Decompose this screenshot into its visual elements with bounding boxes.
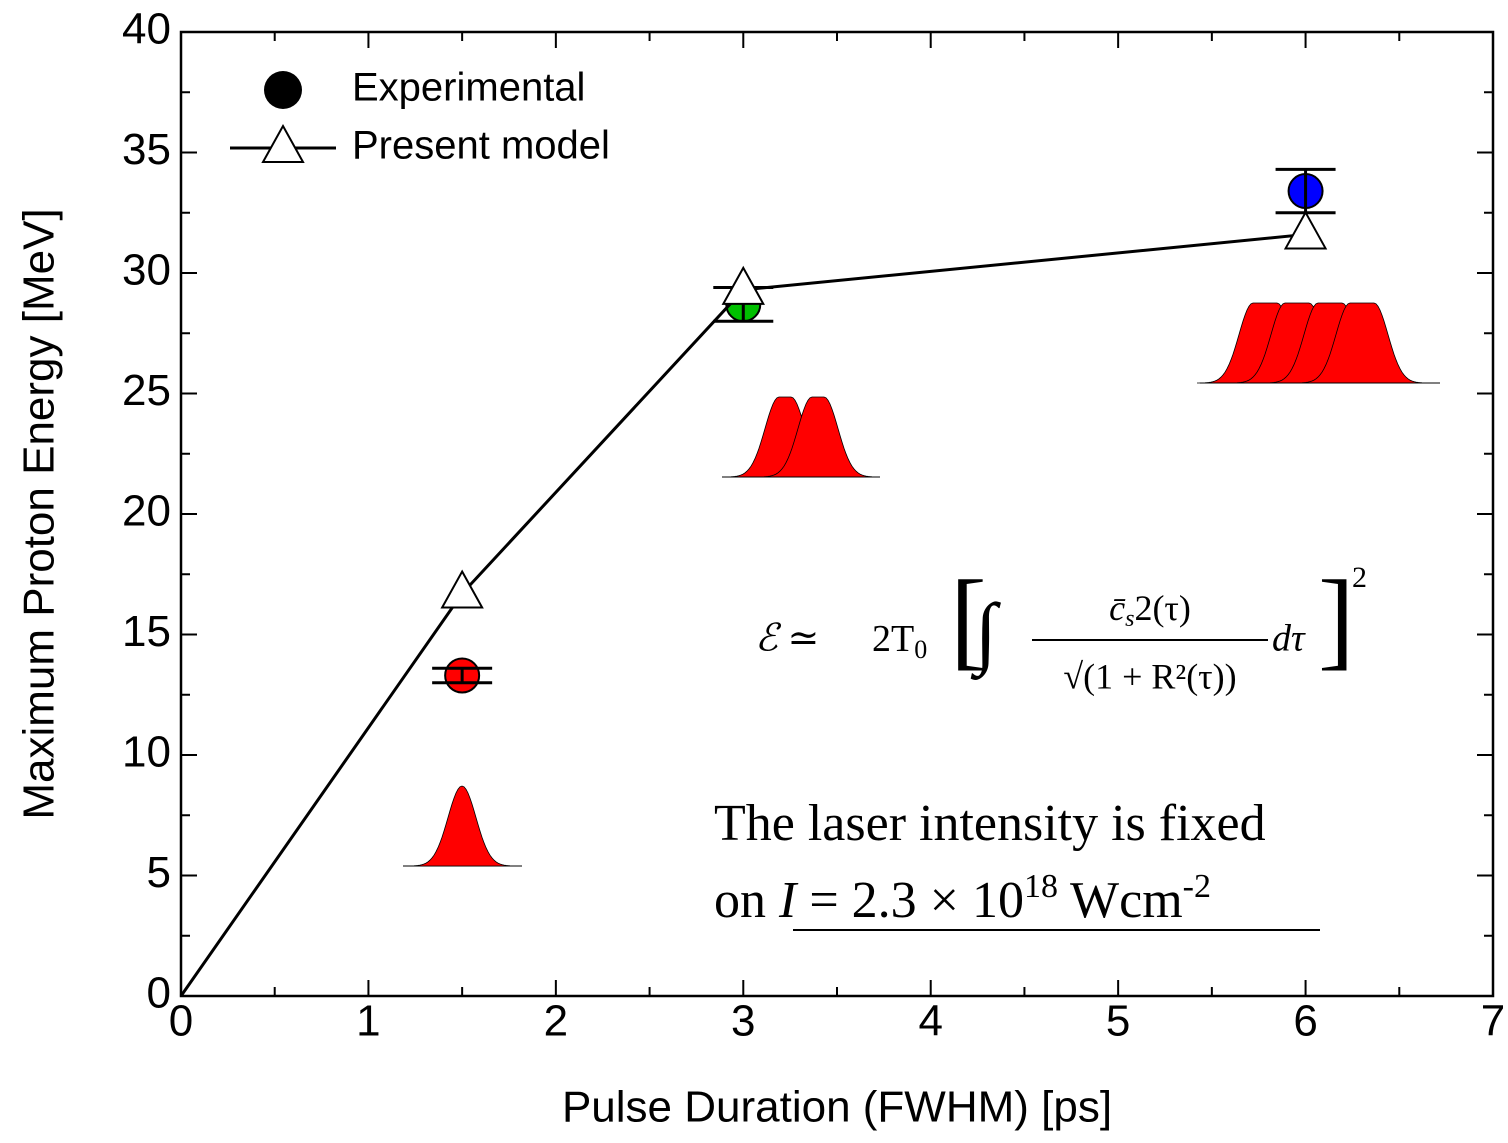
legend: Experimental Present model <box>230 66 610 168</box>
x-tick-label: 0 <box>169 997 193 1046</box>
note-line1: The laser intensity is fixed <box>714 795 1266 852</box>
formula-numerator: c̄s2(τ) <box>1109 588 1191 631</box>
x-tick-label: 1 <box>356 997 380 1046</box>
y-tick-label: 5 <box>147 848 171 897</box>
x-axis-label: Pulse Duration (FWHM) [ps] <box>562 1083 1112 1132</box>
formula-lhs: ℰ ≃ <box>755 618 819 660</box>
x-tick-label: 3 <box>731 997 755 1046</box>
plot-area: 0 1 2 3 4 5 6 70510152025303540ExperimentalPres… <box>122 5 1505 1046</box>
x-tick-label: 7 <box>1481 997 1505 1046</box>
note: The laser intensity is fixed on I = 2.3 … <box>714 795 1320 931</box>
formula-numerator-sub: s <box>1125 606 1134 632</box>
pulse-shape <box>406 785 518 867</box>
y-tick-label: 25 <box>122 366 171 415</box>
formula-factor: 2T0 <box>872 618 927 664</box>
note-symbol: I <box>778 872 799 929</box>
y-tick-label: 0 <box>147 969 171 1018</box>
note-unit-exponent: -2 <box>1183 868 1211 905</box>
formula-numerator-main: c̄ <box>1109 588 1126 628</box>
x-tick-label: 2 <box>544 997 568 1046</box>
formula-differential: dτ <box>1272 618 1306 660</box>
x-tick-label: 6 <box>1293 997 1317 1046</box>
legend-label: Present model <box>352 124 610 168</box>
legend-marker <box>261 123 305 163</box>
x-tick-label: 5 <box>1106 997 1130 1046</box>
legend-label: Experimental <box>352 66 585 110</box>
formula-close: ] <box>1318 557 1355 679</box>
note-equals: = 2.3 × 10 <box>796 872 1024 929</box>
y-tick-label: 10 <box>122 728 171 777</box>
y-tick-label: 15 <box>122 607 171 656</box>
pulse-shape <box>756 396 880 478</box>
formula-factor-main: 2T <box>872 618 914 660</box>
model-point <box>1283 210 1328 250</box>
y-tick-label: 40 <box>122 5 171 54</box>
pulse-shape <box>1294 302 1430 384</box>
formula-open: [ <box>950 557 987 679</box>
note-line2: on I = 2.3 × 1018 Wcm-2 <box>714 868 1211 929</box>
y-tick-label: 35 <box>122 125 171 174</box>
formula-factor-sub: 0 <box>914 635 927 664</box>
y-tick-label: 30 <box>122 246 171 295</box>
note-prefix: on <box>714 872 779 929</box>
formula: ℰ ≃ 2T0 [ ∫ c̄s2(τ) √(1 + R²(τ)) dτ ] 2 <box>755 557 1367 696</box>
x-tick-label: 4 <box>918 997 942 1046</box>
error-bar <box>1275 167 1336 215</box>
model-point <box>721 265 765 305</box>
model-line <box>179 232 1306 997</box>
formula-numerator-rest: 2(τ) <box>1134 588 1190 628</box>
error-bar <box>432 666 493 685</box>
legend-marker <box>264 71 302 109</box>
y-axis-label: Maximum Proton Energy [MeV] <box>15 208 64 819</box>
note-exponent: 18 <box>1024 868 1058 905</box>
formula-integral: ∫ <box>970 588 1002 680</box>
y-tick-label: 20 <box>122 487 171 536</box>
pulse-illustrations <box>403 302 1440 867</box>
formula-denominator: √(1 + R²(τ)) <box>1063 656 1236 696</box>
model-point <box>440 569 484 609</box>
note-unit: Wcm <box>1058 872 1183 929</box>
formula-power: 2 <box>1352 561 1367 594</box>
